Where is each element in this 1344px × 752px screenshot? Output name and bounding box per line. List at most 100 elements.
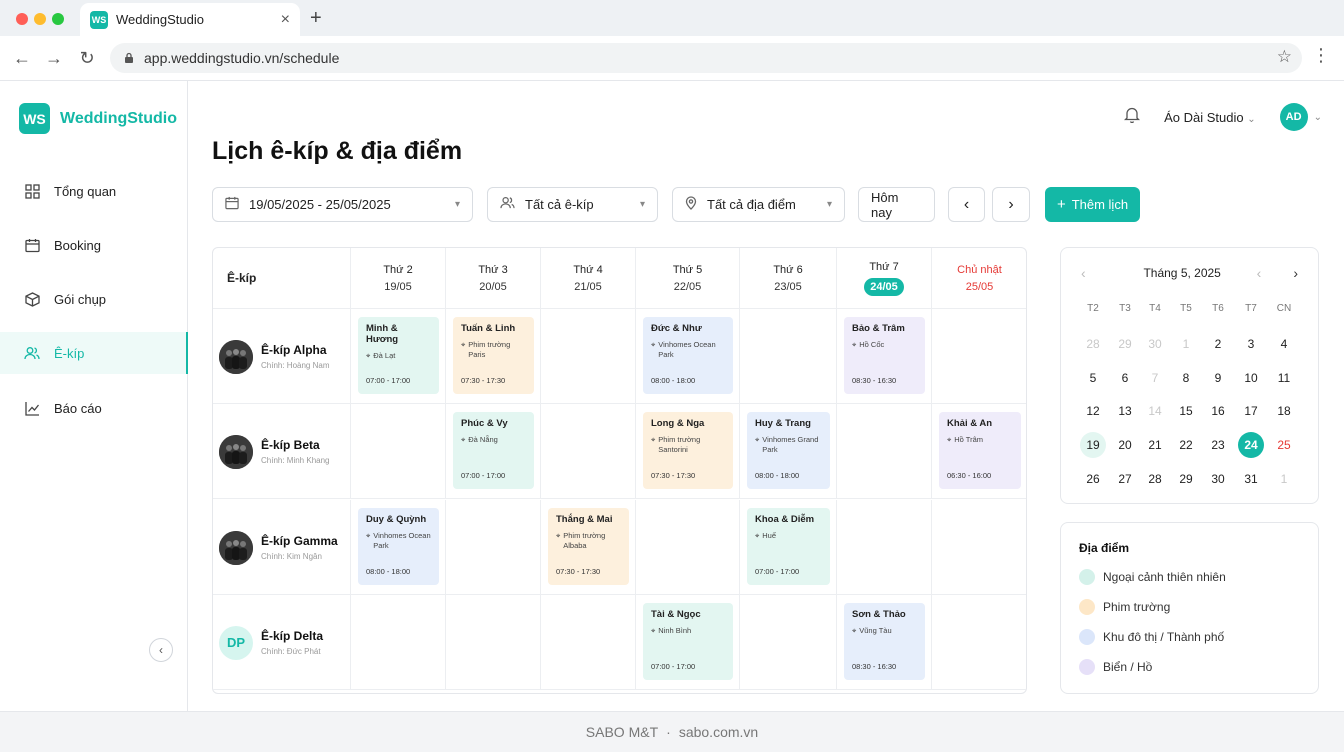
calendar-day[interactable]: 23 [1211, 438, 1225, 453]
calendar-day[interactable]: 22 [1179, 438, 1193, 453]
bookmark-star-icon[interactable]: ☆ [1276, 47, 1292, 66]
calendar-day[interactable]: 14 [1148, 404, 1162, 419]
calendar-day[interactable]: 29 [1118, 337, 1132, 351]
event-card[interactable]: Tuấn & Linh ⌖ Phim trường Paris 07:30 - 17:… [453, 317, 534, 394]
reload-icon[interactable]: ↻ [79, 47, 95, 68]
calendar-day[interactable]: 13 [1118, 404, 1132, 419]
calendar-day[interactable]: 5 [1089, 370, 1097, 385]
calendar-day[interactable]: 28 [1086, 337, 1100, 351]
day-header[interactable]: Thứ 5 22/05 [636, 248, 740, 309]
calendar-day[interactable]: 19 [1080, 432, 1106, 459]
calendar-day[interactable]: 30 [1148, 337, 1162, 351]
calendar-day[interactable]: 27 [1118, 471, 1132, 486]
calendar-day[interactable]: 28 [1148, 471, 1162, 486]
grid-cell [213, 309, 351, 404]
calendar-day[interactable]: 18 [1277, 404, 1291, 419]
location-pin-icon: ⌖ [852, 626, 857, 635]
event-card[interactable]: Bảo & Trâm ⌖ Hồ Cốc 08:30 - 16:30 [844, 317, 925, 394]
calendar-day[interactable]: 3 [1247, 337, 1255, 351]
event-card[interactable]: Phúc & Vy ⌖ Đà Nẵng 07:00 - 17:00 [453, 412, 534, 489]
new-tab-icon[interactable]: + [310, 7, 322, 29]
event-card[interactable]: Khoa & Diễm ⌖ Huế 07:00 - 17:00 [747, 508, 830, 585]
calendar-day[interactable]: 7 [1151, 370, 1159, 385]
event-card[interactable]: Long & Nga ⌖ Phim trường Santorini 07:30 - … [643, 412, 733, 489]
event-card[interactable]: Minh & Hương ⌖ Đà Lạt 07:00 - 17:00 [358, 317, 439, 394]
forward-icon[interactable]: → [45, 47, 63, 68]
team-filter-select[interactable]: Tất cả ê-kíp ▾ [487, 187, 658, 222]
favicon-icon: WS [90, 10, 108, 29]
event-card[interactable]: Tài & Ngọc ⌖ Ninh Bình 07:00 - 17:00 [643, 603, 733, 680]
calendar-day[interactable]: 2 [1214, 337, 1222, 351]
bell-icon[interactable] [1124, 106, 1141, 128]
studio-switcher[interactable]: Áo Dài Studio ⌄ [1164, 110, 1256, 125]
day-header[interactable]: Thứ 6 23/05 [740, 248, 837, 309]
calendar-day[interactable]: 24 [1238, 432, 1264, 459]
event-card[interactable]: Đức & Như ⌖ Vinhomes Ocean Park 08:00 - 18:… [643, 317, 733, 394]
browser-menu-icon[interactable]: ⋮ [1312, 45, 1330, 65]
calendar-day[interactable]: 29 [1179, 471, 1193, 486]
calendar-day[interactable]: 1 [1280, 471, 1288, 486]
calendar-day[interactable]: 8 [1182, 370, 1190, 385]
calendar-day[interactable]: 4 [1280, 337, 1288, 351]
address-bar[interactable]: app.weddingstudio.vn/schedule ☆ [110, 43, 1302, 73]
event-card[interactable]: Thắng & Mai ⌖ Phim trường Albaba 07:30 - 17… [548, 508, 629, 585]
mini-prev-month-icon[interactable]: ‹ [1081, 265, 1086, 281]
calendar-day[interactable]: 25 [1277, 438, 1291, 453]
footer-site[interactable]: sabo.com.vn [678, 724, 759, 740]
calendar-day[interactable]: 20 [1118, 438, 1132, 453]
mini-prev-icon[interactable]: ‹ [1256, 265, 1262, 281]
calendar-day[interactable]: 30 [1211, 471, 1225, 486]
maximize-window-button[interactable] [52, 13, 64, 25]
team-row-header[interactable]: Ê-kíp Beta Chính: Minh Khang [213, 404, 351, 499]
team-row-header[interactable]: Ê-kíp Alpha Chính: Hoàng Nam [213, 309, 351, 404]
users-icon [500, 196, 515, 213]
today-button[interactable]: Hôm nay [858, 187, 935, 222]
date-range-picker[interactable]: 19/05/2025 - 25/05/2025 ▾ [212, 187, 473, 222]
calendar-day[interactable]: 9 [1214, 370, 1222, 385]
day-header[interactable]: Chủ nhật 25/05 [932, 248, 1026, 309]
calendar-day[interactable]: 12 [1086, 404, 1100, 419]
close-window-button[interactable] [16, 13, 28, 25]
sidebar-item-reports[interactable]: Báo cáo [0, 387, 188, 429]
sidebar-item-packages[interactable]: Gói chụp [0, 278, 188, 320]
day-header[interactable]: Thứ 3 20/05 [446, 248, 541, 309]
calendar-day[interactable]: 26 [1086, 471, 1100, 486]
app-logo[interactable]: WS WeddingStudio [19, 103, 177, 134]
event-card[interactable]: Duy & Quỳnh ⌖ Vinhomes Ocean Park 08:00 - 1… [358, 508, 439, 585]
collapse-sidebar-button[interactable]: ‹ [149, 638, 173, 662]
event-card[interactable]: Huy & Trang ⌖ Vinhomes Grand Park 08:00 - 1… [747, 412, 830, 489]
calendar-day[interactable]: 6 [1121, 370, 1129, 385]
close-tab-icon[interactable]: × [280, 10, 290, 28]
add-schedule-button[interactable]: + Thêm lịch [1045, 187, 1140, 222]
mini-next-month-icon[interactable]: › [1293, 265, 1298, 281]
location-filter-select[interactable]: Tất cả địa điểm ▾ [672, 187, 845, 222]
team-row-header[interactable]: DP Ê-kíp Delta Chính: Đức Phát [213, 595, 351, 690]
grid-cell [636, 309, 740, 404]
sidebar-item-booking[interactable]: Booking [0, 224, 188, 266]
calendar-day[interactable]: 11 [1277, 370, 1291, 385]
event-card[interactable]: Sơn & Thảo ⌖ Vũng Tàu 08:30 - 16:30 [844, 603, 925, 680]
minimize-window-button[interactable] [34, 13, 46, 25]
day-date: 20/05 [479, 280, 507, 293]
day-header[interactable]: Thứ 7 24/05 [837, 248, 932, 309]
sidebar-item-overview[interactable]: Tổng quan [0, 170, 188, 212]
calendar-day[interactable]: 1 [1182, 337, 1190, 351]
team-filter-value: Tất cả ê-kíp [525, 197, 594, 212]
calendar-day[interactable]: 16 [1211, 404, 1225, 419]
day-header[interactable]: Thứ 2 19/05 [351, 248, 446, 309]
back-icon[interactable]: ← [13, 47, 31, 68]
day-header[interactable]: Thứ 4 21/05 [541, 248, 636, 309]
event-time: 07:00 - 17:00 [461, 471, 506, 480]
user-menu[interactable]: AD ⌄ [1279, 103, 1322, 131]
next-week-button[interactable]: › [992, 187, 1030, 222]
browser-tab[interactable]: WS WeddingStudio × [80, 3, 300, 36]
calendar-day[interactable]: 10 [1244, 370, 1258, 385]
calendar-day[interactable]: 31 [1244, 471, 1258, 486]
team-row-header[interactable]: Ê-kíp Gamma Chính: Kim Ngân [213, 500, 351, 595]
prev-week-button[interactable]: ‹ [948, 187, 985, 222]
calendar-day[interactable]: 17 [1244, 404, 1258, 419]
sidebar-item-teams[interactable]: Ê-kíp [0, 332, 188, 374]
calendar-day[interactable]: 15 [1179, 404, 1193, 419]
event-card[interactable]: Khải & An ⌖ Hồ Trâm 06:30 - 16:00 [939, 412, 1021, 489]
calendar-day[interactable]: 21 [1148, 438, 1162, 453]
